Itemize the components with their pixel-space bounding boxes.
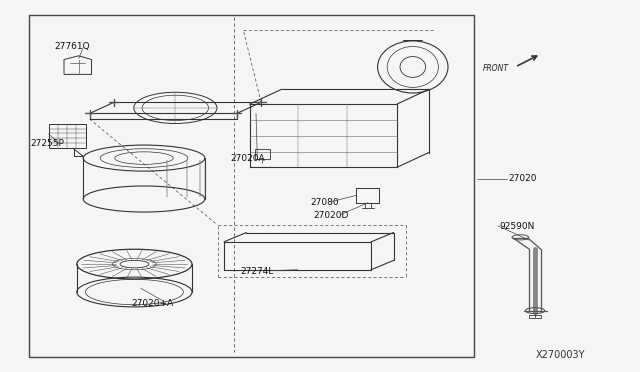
Text: 27020: 27020 (509, 174, 538, 183)
Text: 27020+A: 27020+A (131, 299, 173, 308)
Text: 27020A: 27020A (230, 154, 265, 163)
Text: 92590N: 92590N (499, 222, 534, 231)
Bar (29, 15, 474, 357)
Bar (529, 315, 541, 318)
Bar (255, 149, 270, 159)
Text: 27274L: 27274L (240, 267, 273, 276)
Text: 27255P: 27255P (31, 139, 65, 148)
Text: X270003Y: X270003Y (535, 350, 585, 360)
Text: 27020D: 27020D (314, 211, 349, 220)
Bar (356, 188, 379, 203)
Bar (49, 124, 86, 148)
Text: 27761Q: 27761Q (54, 42, 90, 51)
Text: FRONT: FRONT (483, 64, 509, 73)
Text: 27080: 27080 (310, 198, 339, 207)
